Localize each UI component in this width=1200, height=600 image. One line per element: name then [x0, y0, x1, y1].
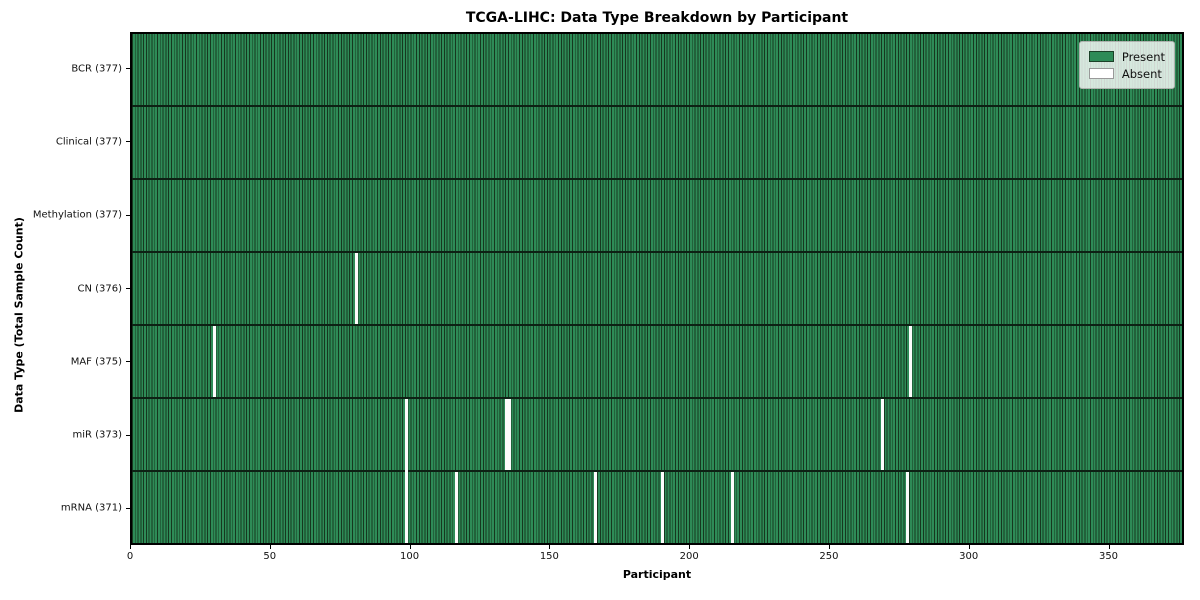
x-tick-mark — [968, 545, 970, 549]
y-tick-label: CN (376) — [77, 283, 122, 294]
absent-stripe — [404, 399, 408, 470]
y-tick-label: BCR (377) — [71, 63, 122, 75]
absent-stripe — [594, 472, 598, 543]
x-axis-label: Participant — [622, 568, 692, 581]
x-tick-label: 250 — [819, 551, 839, 562]
heatmap-row-mRNA — [132, 470, 1182, 543]
y-tick-mark — [126, 288, 130, 289]
x-tick-mark — [1108, 545, 1110, 549]
x-tick-mark — [269, 545, 271, 549]
y-tick-label: miR (373) — [72, 429, 122, 441]
absent-stripe — [212, 326, 216, 397]
x-tick-label: 100 — [400, 551, 420, 562]
x-tick-mark — [689, 545, 691, 549]
x-tick-mark — [828, 545, 830, 549]
chart-title: TCGA-LIHC: Data Type Breakdown by Partic… — [465, 10, 849, 26]
heatmap-row-miR — [132, 397, 1182, 470]
legend-item-present: Present — [1088, 48, 1165, 65]
legend-swatch-icon — [1088, 51, 1114, 62]
x-tick-label: 150 — [539, 551, 559, 562]
y-tick-mark — [126, 507, 130, 509]
y-tick-label: MAF (375) — [70, 356, 122, 368]
x-tick-label: 0 — [126, 551, 134, 562]
y-tick-mark — [126, 361, 130, 363]
absent-stripe — [661, 472, 664, 543]
legend-swatch-icon — [1088, 68, 1114, 79]
legend-label: Present — [1121, 49, 1165, 64]
x-tick-label: 200 — [679, 551, 699, 562]
legend-label: Absent — [1121, 66, 1162, 81]
y-tick-label: Methylation (377) — [32, 209, 122, 221]
y-tick-label: Clinical (377) — [55, 136, 122, 148]
legend-item-absent: Absent — [1088, 65, 1165, 82]
absent-stripe — [909, 326, 912, 397]
x-axis: 0 50 100 150 200 250 300 350 — [126, 545, 1184, 565]
y-tick-mark — [126, 434, 130, 436]
absent-stripe — [881, 399, 884, 470]
absent-stripe — [455, 472, 458, 543]
x-tick-label: 300 — [959, 551, 979, 562]
heatmap-row-MAF — [132, 324, 1182, 397]
absent-stripe — [404, 470, 408, 543]
absent-stripe — [505, 399, 508, 470]
y-tick-mark — [126, 214, 130, 216]
x-tick-mark — [409, 545, 411, 549]
y-axis: BCR (377) Clinical (377) Methylation (377)… — [0, 32, 130, 545]
heatmap-row-Clinical — [132, 105, 1182, 178]
x-tick-label: 350 — [1098, 551, 1119, 562]
x-tick-label: 50 — [263, 551, 277, 562]
heatmap-row-BCR — [132, 34, 1182, 105]
plot-area: Present Absent — [130, 32, 1184, 545]
absent-stripe — [507, 399, 511, 470]
absent-stripe — [730, 472, 734, 543]
y-tick-label: mRNA (371) — [60, 502, 122, 514]
y-tick-mark — [126, 141, 130, 143]
absent-stripe — [906, 472, 910, 543]
heatmap-row-Methylation — [132, 178, 1182, 251]
heatmap-row-CN — [132, 251, 1182, 324]
heatmap-rows — [132, 34, 1182, 543]
legend: Present Absent — [1078, 41, 1175, 89]
x-tick-mark — [130, 545, 131, 549]
y-tick-mark — [126, 68, 130, 70]
absent-stripe — [354, 253, 358, 324]
x-tick-mark — [549, 545, 551, 549]
